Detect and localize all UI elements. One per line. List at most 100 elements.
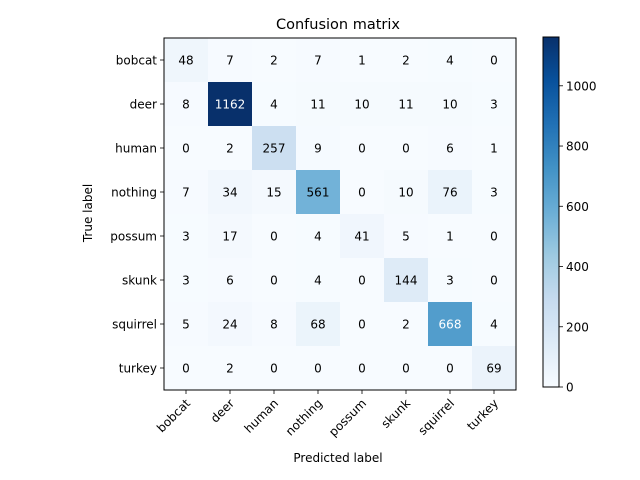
heatmap-cell (164, 82, 209, 127)
cell-value-label: 0 (270, 362, 278, 376)
cell-value-label: 0 (314, 362, 322, 376)
heatmap-cell (340, 214, 385, 259)
cell-value-label: 0 (490, 54, 498, 68)
cell-value-label: 69 (486, 362, 501, 376)
cell-value-label: 7 (226, 54, 234, 68)
x-tick-label: deer (208, 396, 237, 425)
heatmap-cell (252, 258, 297, 303)
heatmap-cell (208, 214, 253, 259)
y-axis-label: True label (81, 184, 95, 243)
colorbar-tick-label: 200 (566, 320, 589, 334)
heatmap-cell (164, 126, 209, 171)
cell-value-label: 1 (446, 230, 454, 244)
cell-value-label: 6 (446, 142, 454, 156)
x-tick-label: bobcat (154, 396, 193, 435)
cell-value-label: 9 (314, 142, 322, 156)
cell-value-label: 7 (182, 186, 190, 200)
colorbar-gradient (543, 37, 559, 387)
heatmap-cell (472, 214, 517, 259)
heatmap-cell (384, 346, 429, 391)
heatmap-cell (164, 302, 209, 347)
heatmap-cell (472, 346, 517, 391)
cell-value-label: 17 (222, 230, 237, 244)
heatmap-cell (208, 302, 253, 347)
heatmap-cell (428, 214, 473, 259)
heatmap-cell (340, 82, 385, 127)
heatmap-cell (208, 170, 253, 215)
cell-value-label: 6 (226, 274, 234, 288)
y-tick-label: possum (110, 230, 157, 244)
y-tick-label: human (115, 142, 157, 156)
cell-value-label: 0 (358, 186, 366, 200)
heatmap-cell (296, 258, 341, 303)
heatmap-cell (428, 258, 473, 303)
cell-value-label: 8 (270, 318, 278, 332)
cell-value-label: 10 (442, 98, 457, 112)
cell-value-label: 24 (222, 318, 237, 332)
cell-value-label: 5 (182, 318, 190, 332)
x-axis: bobcat deer human nothing possum skunk squirre… (154, 390, 501, 439)
cell-value-label: 41 (354, 230, 369, 244)
heatmap-cell (208, 258, 253, 303)
colorbar-frame (542, 36, 560, 388)
heatmap-cell (340, 302, 385, 347)
x-axis-label: Predicted label (293, 451, 382, 465)
y-tick-label: squirrel (112, 318, 157, 332)
heatmap-cell (428, 346, 473, 391)
cell-value-label: 257 (263, 142, 286, 156)
y-tick-label: skunk (122, 274, 157, 288)
heatmap-cell (164, 258, 209, 303)
cell-value-label: 1162 (215, 98, 246, 112)
chart-title: Confusion matrix (276, 17, 400, 33)
heatmap-cell (208, 126, 253, 171)
heatmap-cell (208, 346, 253, 391)
cell-value-label: 4 (314, 274, 322, 288)
heatmap-cell (428, 82, 473, 127)
heatmap-cell (252, 214, 297, 259)
heatmap-cell (384, 214, 429, 259)
cell-value-label: 668 (439, 318, 462, 332)
cell-value-label: 76 (442, 186, 457, 200)
y-tick-label: bobcat (116, 54, 158, 68)
cell-value-label: 3 (182, 274, 190, 288)
heatmap-cell (472, 302, 517, 347)
heatmap-cell (296, 170, 341, 215)
heatmap-cell (472, 258, 517, 303)
heatmap-cell (296, 126, 341, 171)
cell-value-label: 144 (395, 274, 418, 288)
heatmap-cell (208, 82, 253, 127)
y-tick-label: turkey (119, 362, 157, 376)
cell-value-label: 3 (182, 230, 190, 244)
colorbar-tick-label: 0 (566, 381, 574, 395)
cell-value-label: 4 (270, 98, 278, 112)
x-tick-label: squirrel (415, 396, 457, 438)
heatmap-cell (164, 346, 209, 391)
colorbar-tick-label: 600 (566, 200, 589, 214)
heatmap-cell (340, 170, 385, 215)
y-axis: bobcat deer human nothing possum skunk squirre… (110, 54, 164, 376)
heatmap-cell (472, 126, 517, 171)
heatmap-cell (252, 346, 297, 391)
cell-value-label: 4 (314, 230, 322, 244)
cell-value-label: 7 (314, 54, 322, 68)
cell-value-label: 4 (490, 318, 498, 332)
heatmap-cell (252, 82, 297, 127)
heatmap-cell (340, 126, 385, 171)
heatmap-cell (252, 302, 297, 347)
cell-value-label: 0 (446, 362, 454, 376)
cell-value-label: 0 (402, 362, 410, 376)
colorbar: 0 200 400 600 800 1000 (542, 36, 597, 395)
cell-value-label: 8 (182, 98, 190, 112)
x-tick-label: possum (326, 396, 369, 439)
cell-value-label: 2 (226, 362, 234, 376)
heatmap-cell (252, 38, 297, 83)
heatmap-cell (164, 214, 209, 259)
cell-value-label: 0 (182, 362, 190, 376)
cell-value-label: 1 (358, 54, 366, 68)
heatmap-cell (384, 258, 429, 303)
x-tick-label: skunk (378, 396, 413, 431)
heatmap-cell (384, 82, 429, 127)
cell-value-label: 3 (446, 274, 454, 288)
heatmap-cell (296, 302, 341, 347)
cell-value-label: 0 (358, 362, 366, 376)
